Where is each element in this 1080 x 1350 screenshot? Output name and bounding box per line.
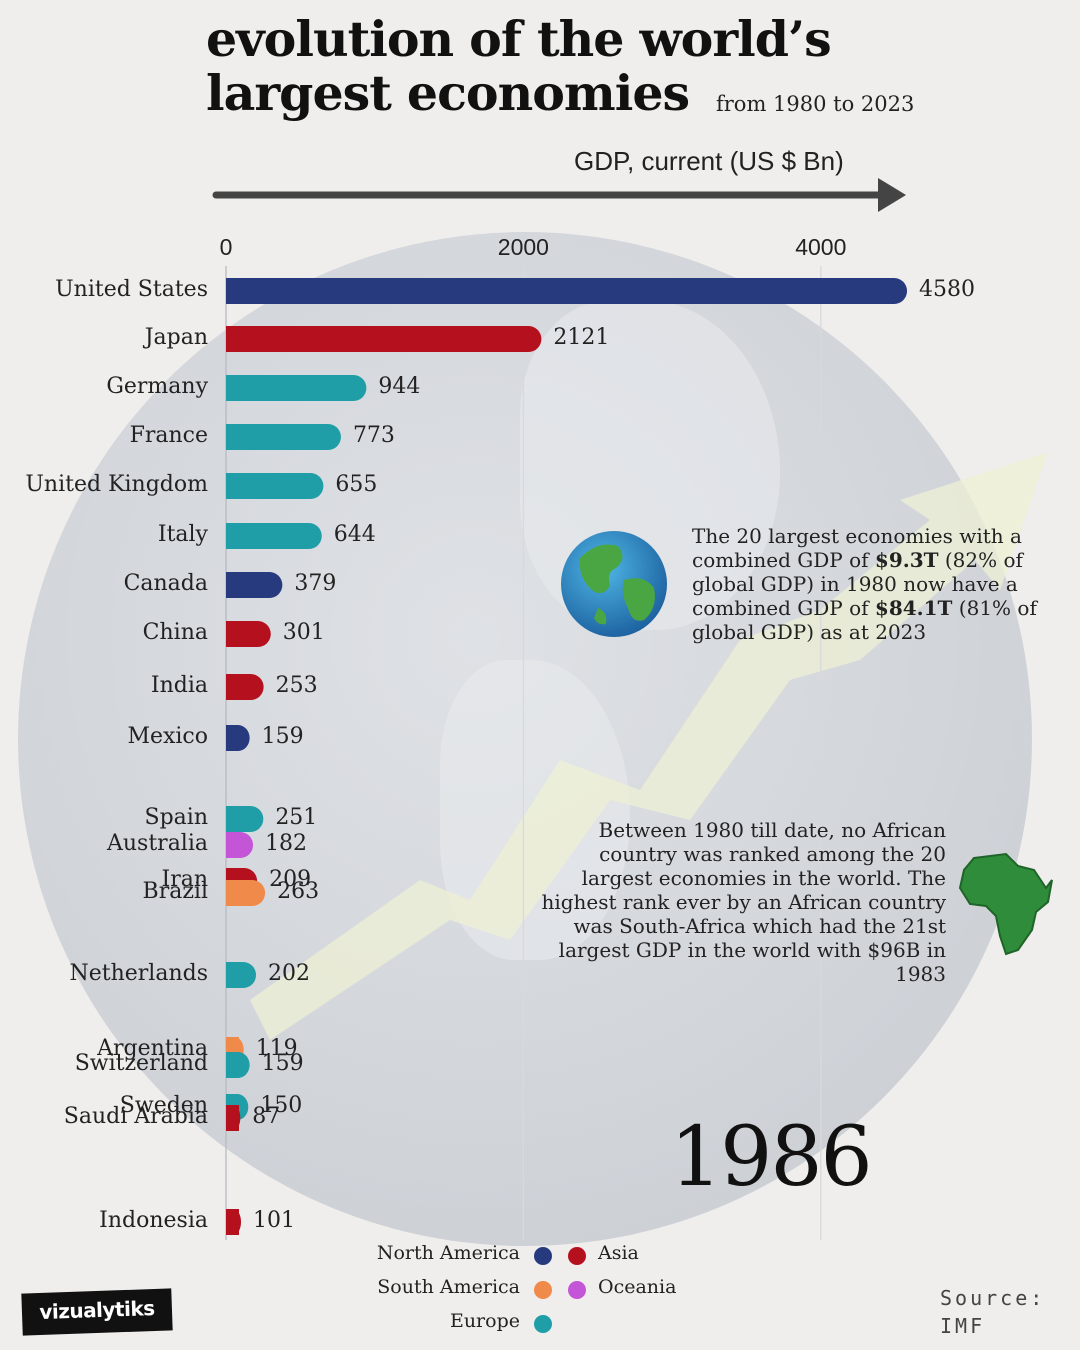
category-label: Sweden: [119, 1093, 208, 1118]
value-label: 253: [275, 673, 318, 698]
category-label: Australia: [106, 831, 208, 856]
bar: [226, 278, 908, 304]
bar-base: [226, 725, 239, 751]
value-label: 301: [282, 620, 325, 645]
legend-dot-asia: [568, 1247, 586, 1265]
x-tick-label: 2000: [497, 234, 549, 260]
year-label: 1986: [670, 1110, 873, 1205]
category-label: Germany: [106, 374, 208, 399]
category-label: Japan: [144, 325, 208, 350]
bar: [226, 326, 542, 352]
bar-base: [226, 523, 239, 549]
value-label: 87: [252, 1104, 281, 1129]
bar-base: [226, 1209, 239, 1235]
bar-base: [226, 1052, 239, 1078]
page-title: evolution of the world’s largest economi…: [206, 10, 832, 122]
legend-dot-oceania: [568, 1281, 586, 1299]
bar-base: [226, 473, 239, 499]
bar-base: [226, 278, 239, 304]
brand-logo: vizualytiks: [21, 1288, 173, 1336]
value-label: 4580: [919, 277, 976, 302]
title-line-1: evolution of the world’s: [206, 10, 832, 68]
x-tick-label: 4000: [795, 234, 847, 260]
value-label: 773: [352, 423, 395, 448]
title-line-2: largest economies: [206, 64, 690, 122]
value-label: 251: [275, 805, 318, 830]
value-label: 202: [268, 961, 311, 986]
bar-base: [226, 424, 239, 450]
bar-base: [226, 375, 239, 401]
value-label: 379: [294, 571, 337, 596]
legend-label-north-america: North America: [376, 1242, 520, 1264]
bar-base: [226, 806, 239, 832]
x-tick-label: 0: [219, 234, 233, 260]
legend-label-south-america: South America: [377, 1276, 520, 1298]
value-label: 209: [269, 867, 312, 892]
africa-note: Between 1980 till date, no African count…: [541, 818, 946, 986]
category-label: China: [142, 620, 208, 645]
bar-base: [226, 880, 239, 906]
axis-title: GDP, current (US $ Bn): [574, 146, 844, 176]
category-label: Canada: [123, 571, 208, 596]
legend-dot-europe: [534, 1315, 552, 1333]
legend-dot-north-america: [534, 1247, 552, 1265]
category-label: Switzerland: [74, 1051, 208, 1076]
category-label: Italy: [157, 522, 208, 547]
source-note: Source: IMF: [940, 1284, 1045, 1340]
bar: [226, 375, 367, 401]
bar-base: [226, 326, 239, 352]
value-label: 182: [265, 831, 308, 856]
value-label: 944: [378, 374, 421, 399]
source-label: Source:: [940, 1286, 1046, 1310]
category-label: Indonesia: [99, 1208, 208, 1233]
category-label: Iran: [161, 867, 209, 892]
value-label: 150: [260, 1093, 303, 1118]
info-gdp-2023: $84.1T: [874, 596, 953, 620]
category-label: United Kingdom: [25, 472, 208, 497]
category-label: France: [129, 423, 208, 448]
bar-base: [226, 621, 239, 647]
value-label: 119: [255, 1036, 298, 1061]
value-label: 2121: [553, 325, 610, 350]
globe-icon: [561, 531, 667, 637]
bar-base: [226, 962, 239, 988]
bar: [226, 572, 283, 598]
value-label: 263: [277, 879, 320, 904]
category-label: Argentina: [97, 1036, 208, 1061]
legend-dot-south-america: [534, 1281, 552, 1299]
legend-label-oceania: Oceania: [598, 1276, 677, 1298]
subtitle: from 1980 to 2023: [716, 92, 915, 116]
bar-base: [226, 572, 239, 598]
bar: [226, 473, 324, 499]
source-name: IMF: [940, 1314, 986, 1338]
info-gdp-1980: $9.3T: [874, 548, 939, 572]
category-label: Mexico: [127, 724, 208, 749]
category-label: Netherlands: [69, 961, 208, 986]
value-label: 159: [261, 1051, 304, 1076]
bar: [226, 424, 341, 450]
category-label: Brazil: [142, 879, 208, 904]
value-label: 655: [335, 472, 378, 497]
category-label: United States: [55, 277, 208, 302]
bar-base: [226, 1105, 239, 1131]
legend-label-europe: Europe: [449, 1310, 520, 1332]
value-label: 159: [261, 724, 304, 749]
bar-base: [226, 674, 239, 700]
category-label: Saudi Arabia: [63, 1104, 208, 1129]
info-text-1: The 20 largest economies with a combined…: [692, 524, 1022, 572]
category-label: India: [150, 673, 208, 698]
info-note: The 20 largest economies with a combined…: [692, 524, 1067, 644]
bar-base: [226, 832, 239, 858]
category-label: Spain: [144, 805, 208, 830]
bar: [226, 523, 322, 549]
value-label: 101: [253, 1208, 296, 1233]
value-label: 644: [333, 522, 376, 547]
brand-logo-text: vizualytiks: [38, 1295, 155, 1325]
info-text-2: (82% of global GDP) in 1980 now have a c…: [692, 548, 1023, 620]
africa-map-icon: [958, 852, 1053, 956]
info-text-3: (81% of global GDP) as at 2023: [692, 596, 1037, 644]
legend-label-asia: Asia: [598, 1242, 639, 1264]
